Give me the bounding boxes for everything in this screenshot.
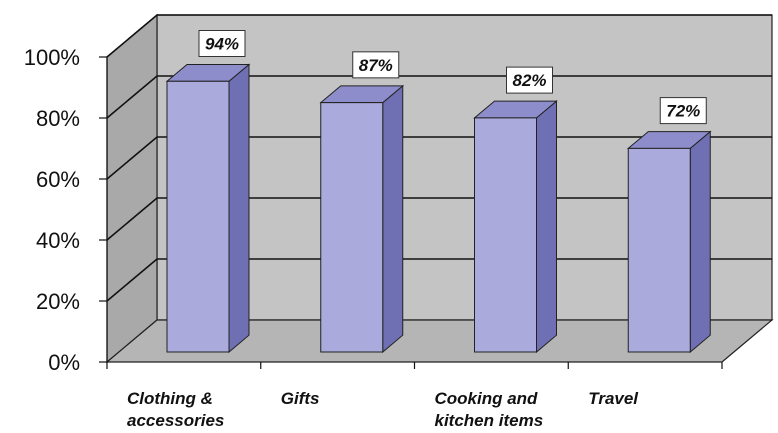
y-tick-label: 80%	[36, 106, 80, 131]
x-axis: Clothing & accessories Gifts Cooking and kit…	[106, 362, 723, 430]
data-label-text: 82%	[512, 71, 546, 90]
gridline	[106, 75, 772, 119]
y-tick-label: 40%	[36, 228, 80, 253]
gridline	[106, 14, 772, 58]
gridlines	[106, 14, 772, 302]
data-label-text: 87%	[359, 56, 393, 75]
bar-side	[228, 63, 250, 354]
data-label-box	[352, 51, 400, 79]
gridline	[106, 136, 772, 180]
floor	[105, 319, 774, 363]
bar-side	[536, 100, 557, 354]
data-label-text: 72%	[666, 102, 700, 121]
x-category-label: Cooking and kitchen items	[435, 389, 544, 430]
data-label-box	[659, 97, 707, 125]
bars: 94% 87% 82% 72%	[165, 30, 712, 354]
data-label: 72%	[659, 97, 707, 125]
bar-front	[627, 147, 691, 353]
data-label-box	[198, 30, 246, 57]
data-label: 87%	[352, 51, 400, 79]
data-label-text: 94%	[205, 35, 239, 54]
x-category-label: Gifts	[281, 389, 320, 408]
bar-front	[320, 102, 384, 353]
bar	[626, 130, 712, 354]
side-wall	[106, 13, 158, 364]
data-label: 82%	[506, 66, 553, 94]
y-tick-label: 0%	[48, 350, 80, 375]
bar-front	[474, 117, 537, 353]
bar-side	[382, 84, 404, 354]
gridline	[106, 258, 772, 302]
data-label-box	[506, 66, 553, 94]
gridline	[106, 197, 772, 241]
y-tick-label: 100%	[24, 45, 80, 70]
bar-side	[689, 130, 711, 354]
data-label: 94%	[198, 30, 246, 57]
bar	[165, 63, 251, 354]
bar	[319, 84, 405, 354]
bar	[473, 100, 558, 354]
y-axis: 0% 20% 40% 60% 80% 100%	[24, 45, 108, 375]
x-category-label: Clothing & accessories	[127, 389, 224, 430]
y-tick-label: 60%	[36, 167, 80, 192]
x-category-label: Travel	[588, 389, 639, 408]
bar-front	[166, 80, 230, 353]
y-tick-label: 20%	[36, 289, 80, 314]
